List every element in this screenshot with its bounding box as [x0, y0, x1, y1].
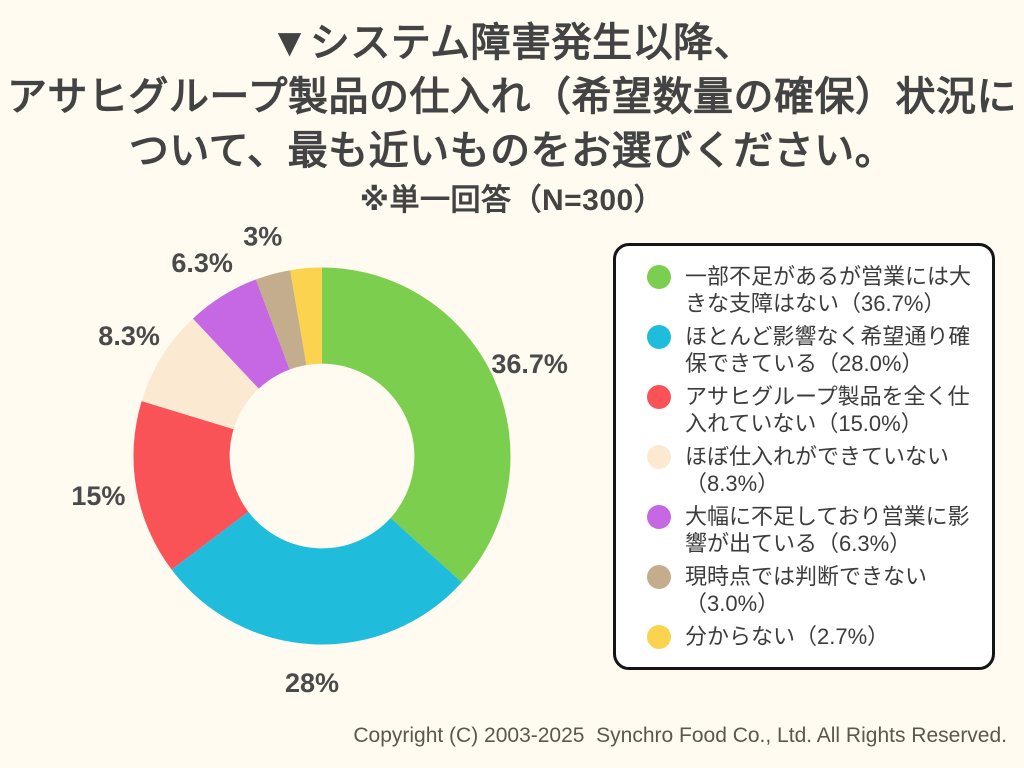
legend-label: 現時点では判断できない（3.0%）: [685, 564, 928, 616]
title-line-2: アサヒグループ製品の仕入れ（希望数量の確保）状況に: [6, 75, 1018, 119]
legend-box: 一部不足があるが営業には大きな支障はない（36.7%） ほとんど影響なく希望通り確…: [613, 243, 995, 670]
legend-color-dot: [647, 625, 671, 649]
pie-slice-3: [141, 318, 259, 430]
legend-label: ほとんど影響なく希望通り確保できている（28.0%）: [685, 324, 971, 376]
legend-item-5: 現時点では判断できない（3.0%）: [647, 563, 974, 617]
title-line-1: ▼システム障害発生以降、: [269, 21, 755, 65]
pie-slice-5: [255, 270, 307, 370]
legend-label: 大幅に不足しており営業に影響が出ている（6.3%）: [685, 504, 970, 556]
legend-color-dot: [647, 445, 671, 469]
legend-item-6: 分からない（2.7%）: [647, 623, 974, 650]
copyright-text: Copyright (C) 2003-2025 Synchro Food Co.…: [353, 724, 1007, 747]
title-sample-note: ※単一回答（N=300）: [359, 184, 665, 217]
legend-color-dot: [647, 385, 671, 409]
legend-item-3: ほぼ仕入れができていない（8.3%）: [647, 443, 974, 497]
slice-value-label-4: 6.3%: [171, 248, 233, 278]
title-line-3: ついて、最も近いものをお選びください。: [128, 129, 896, 173]
slice-value-label-0: 36.7%: [491, 349, 568, 379]
slice-value-label-1: 28%: [285, 668, 339, 698]
chart-title-block: ▼システム障害発生以降、 アサヒグループ製品の仕入れ（希望数量の確保）状況に つ…: [0, 16, 1024, 224]
pie-slice-6: [290, 267, 322, 365]
legend-label: ほぼ仕入れができていない（8.3%）: [685, 444, 950, 496]
pie-slice-4: [192, 279, 290, 389]
legend-color-dot: [647, 325, 671, 349]
slice-value-label-2: 15%: [71, 481, 125, 511]
legend-item-1: ほとんど影響なく希望通り確保できている（28.0%）: [647, 323, 974, 377]
legend-color-dot: [647, 565, 671, 589]
legend-label: 分からない（2.7%）: [685, 624, 890, 649]
legend-label: 一部不足があるが営業には大きな支障はない（36.7%）: [685, 264, 972, 316]
legend-item-0: 一部不足があるが営業には大きな支障はない（36.7%）: [647, 263, 974, 317]
slice-value-label-5: 3%: [243, 222, 282, 252]
pie-slice-1: [171, 511, 462, 645]
legend-color-dot: [647, 265, 671, 289]
slice-value-label-3: 8.3%: [98, 321, 160, 351]
legend-label: アサヒグループ製品を全く仕入れていない（15.0%）: [685, 384, 970, 436]
pie-slice-0: [322, 267, 511, 583]
legend-color-dot: [647, 505, 671, 529]
donut-chart: 36.7% 28% 15% 8.3% 6.3% 3%: [71, 222, 568, 698]
pie-slice-2: [133, 401, 249, 570]
legend-item-4: 大幅に不足しており営業に影響が出ている（6.3%）: [647, 503, 974, 557]
legend-item-2: アサヒグループ製品を全く仕入れていない（15.0%）: [647, 383, 974, 437]
